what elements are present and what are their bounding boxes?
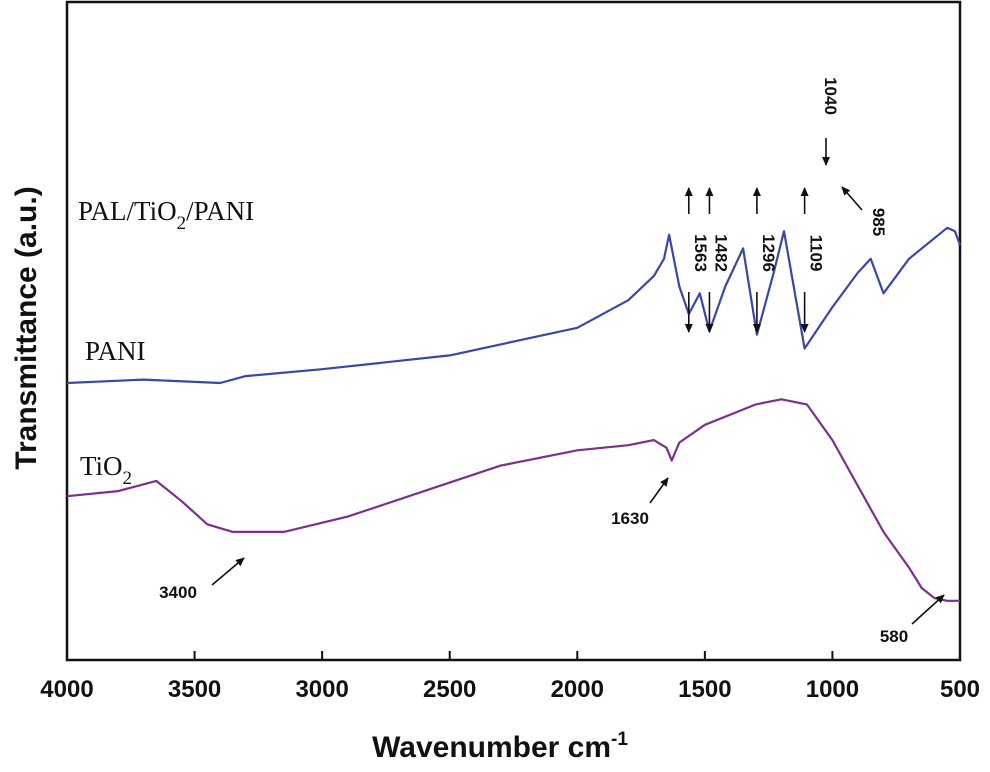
x-tick-label: 1500 [678, 676, 731, 703]
annotation-label-580: 580 [880, 627, 908, 646]
x-tick-label: 500 [940, 676, 980, 703]
annotation-label-985: 985 [869, 208, 888, 236]
annotation-label-3400: 3400 [159, 583, 197, 602]
x-tick-label: 4000 [40, 676, 93, 703]
annotation-arrow-580 [911, 594, 945, 625]
annotation-arrow-1630 [649, 477, 669, 504]
annotation-label-1109: 1109 [807, 235, 826, 272]
plot-frame [65, 0, 962, 662]
series-label-1: PANI [85, 336, 146, 366]
annotation-label-1296: 1296 [759, 234, 778, 272]
series-label-0: PAL/TiO2/PANI [78, 196, 254, 234]
x-axis-title: Wavenumber cm-1 [372, 729, 628, 764]
series-line-2 [66, 398, 960, 602]
x-ticks: 4000 3500 3000 2500 2000 1500 1000 500 [40, 651, 980, 703]
y-axis-title: Transmittance (a.u.) [10, 186, 43, 469]
annotation-group: 3400 1630 580 1563 1482 1296 1109 1040 985 [159, 77, 945, 646]
x-tick-label: 2500 [423, 676, 476, 703]
annotation-label-1040: 1040 [821, 77, 840, 115]
series-label-2: TiO2 [80, 451, 132, 489]
annotation-label-1630: 1630 [611, 509, 649, 528]
x-tick-label: 3500 [168, 676, 221, 703]
x-tick-label: 1000 [806, 676, 859, 703]
annotation-label-1563: 1563 [691, 234, 710, 272]
series-labels: PAL/TiO2/PANI PANI TiO2 [78, 196, 254, 489]
x-tick-label: 2000 [551, 676, 604, 703]
x-tick-label: 3000 [295, 676, 348, 703]
annotation-label-1482: 1482 [711, 234, 730, 272]
annotation-arrow-985 [841, 186, 863, 211]
annotation-arrow-3400 [211, 557, 245, 586]
